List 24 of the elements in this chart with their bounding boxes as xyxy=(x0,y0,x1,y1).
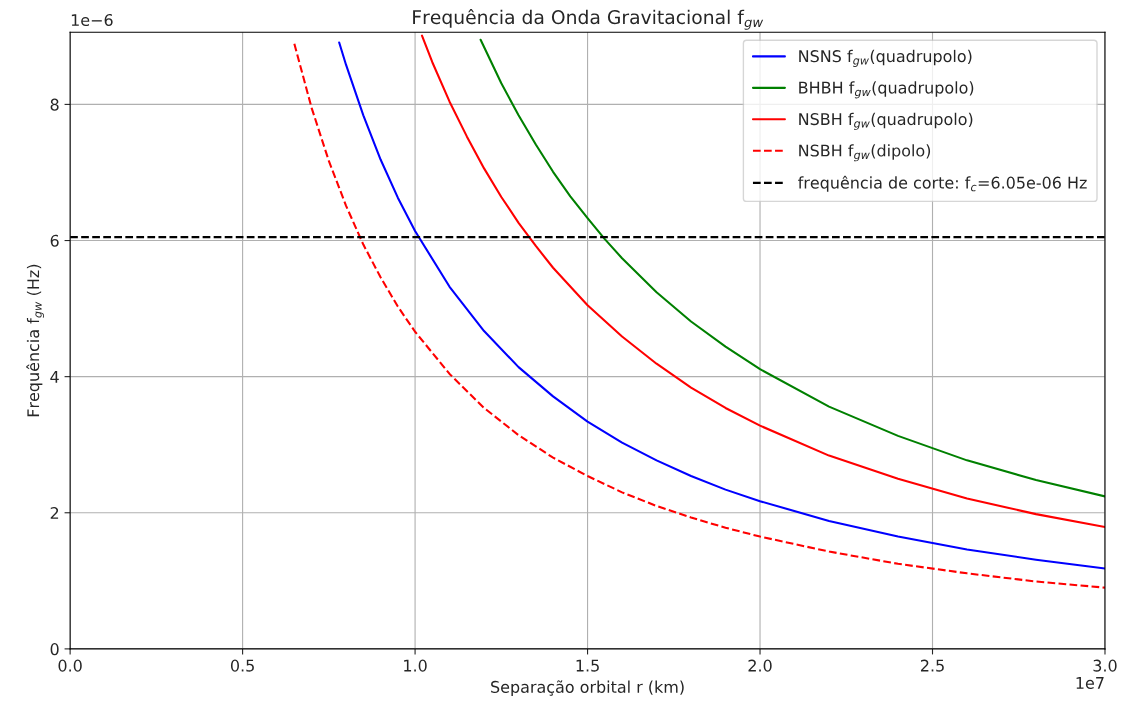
y-tick-label: 4 xyxy=(50,371,59,383)
x-tick-label: 1.0 xyxy=(404,659,427,672)
legend-label: NSBH f$_{gw}$(dipolo) xyxy=(799,144,931,162)
text: 1e7 xyxy=(1076,677,1104,689)
text: 1e−6 xyxy=(71,14,113,27)
y-tick-label: 6 xyxy=(50,234,59,247)
y-tick-label: 2 xyxy=(50,506,59,519)
line-series xyxy=(420,34,1105,529)
legend-label: BHBH f$_{gw}$(quadrupolo) xyxy=(799,81,974,99)
x-tick-label: 0.5 xyxy=(230,659,254,672)
x-tick-label: 2.5 xyxy=(920,659,944,672)
x-tick-label: 1.5 xyxy=(576,659,599,672)
legend-label: NSBH f$_{gw}$(quadrupolo) xyxy=(799,112,973,130)
x-tick-label: 0.0 xyxy=(58,659,82,672)
legend-label: NSNS f$_{gw}$(quadrupolo) xyxy=(799,49,972,67)
x-tick-label: 3.0 xyxy=(1093,659,1117,672)
x-tick-label: 2.0 xyxy=(748,659,772,672)
y-tick-label: 0 xyxy=(50,643,59,656)
line-series xyxy=(479,38,1105,498)
x-axis-title: Separação orbital r (km) xyxy=(491,680,684,697)
chart-title: Frequência da Onda Gravitacional f$_{gw}$ xyxy=(413,8,764,30)
legend-label: frequência de corte: f$_{c}$=6.05e-06 Hz xyxy=(798,175,1087,192)
y-axis-title: Frequência f$_{gw}$ (Hz) xyxy=(26,264,44,417)
y-tick-label: 8 xyxy=(50,98,59,111)
